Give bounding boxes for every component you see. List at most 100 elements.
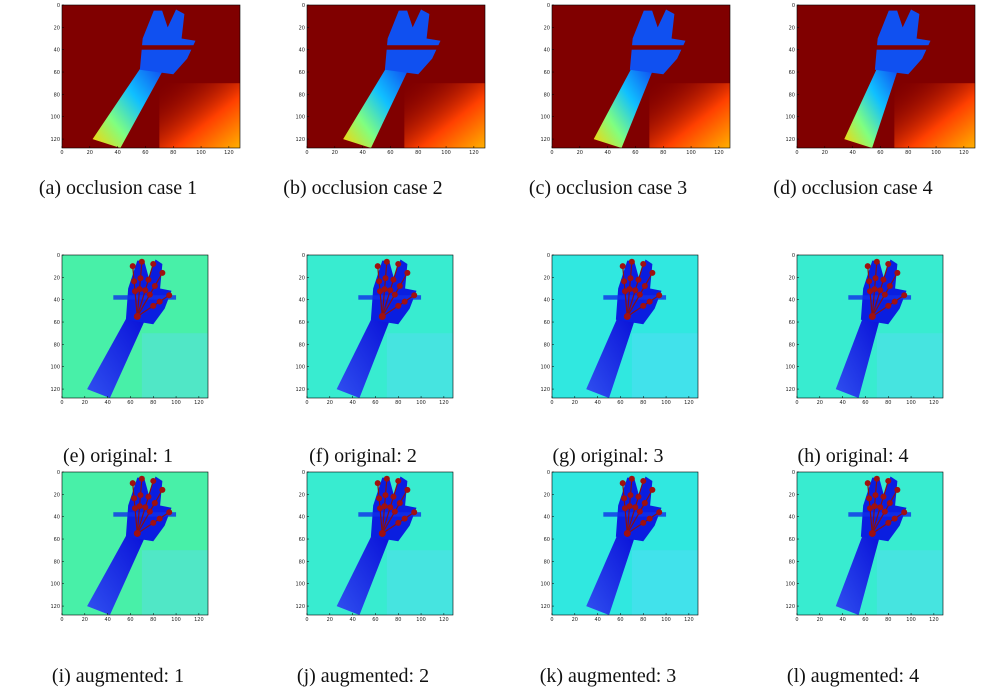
y-tick-label: 60	[299, 70, 305, 76]
skeleton-joint	[145, 494, 151, 500]
skeleton-joint	[877, 287, 883, 293]
skeleton-joint	[131, 495, 137, 501]
y-tick-label: 0	[792, 470, 795, 476]
y-tick-label: 40	[789, 298, 795, 304]
skeleton-joint	[142, 287, 148, 293]
x-tick-label: 40	[104, 617, 110, 623]
x-tick-label: 0	[795, 150, 798, 156]
y-tick-label: 40	[299, 515, 305, 521]
x-tick-label: 40	[349, 617, 355, 623]
x-tick-label: 100	[906, 400, 916, 406]
skeleton-joint	[142, 504, 148, 510]
skeleton-joint	[869, 313, 876, 320]
skeleton-joint	[392, 292, 398, 298]
y-tick-label: 60	[299, 537, 305, 543]
x-tick-label: 0	[550, 150, 553, 156]
skeleton-joint	[395, 261, 401, 267]
x-tick-label: 120	[959, 150, 969, 156]
skeleton-joint	[892, 516, 898, 522]
y-tick-label: 80	[54, 342, 60, 348]
x-tick-label: 40	[349, 400, 355, 406]
depth-floor	[387, 333, 453, 398]
y-tick-label: 20	[54, 492, 60, 498]
skeleton-joint	[382, 492, 388, 498]
skeleton-joint	[382, 286, 388, 292]
x-tick-label: 100	[171, 617, 181, 623]
x-tick-label: 0	[60, 400, 63, 406]
y-tick-label: 100	[295, 582, 305, 588]
skeleton-joint	[865, 480, 871, 486]
skeleton-joint	[159, 487, 165, 493]
y-tick-label: 120	[50, 387, 60, 393]
y-tick-label: 60	[299, 320, 305, 326]
depth-floor	[404, 83, 485, 148]
x-tick-label: 100	[171, 400, 181, 406]
x-tick-label: 0	[305, 150, 308, 156]
depth-floor	[894, 83, 975, 148]
skeleton-joint	[395, 303, 401, 309]
skeleton-joint	[869, 530, 876, 537]
y-tick-label: 60	[54, 70, 60, 76]
x-tick-label: 0	[795, 617, 798, 623]
y-tick-label: 120	[785, 137, 795, 143]
caption: (l) augmented: 4	[787, 665, 919, 687]
panel: 002020404060608080100100120120	[785, 253, 943, 406]
skeleton-joint	[640, 478, 646, 484]
skeleton-joint	[137, 286, 143, 292]
x-tick-label: 20	[572, 400, 578, 406]
skeleton-joint	[872, 503, 878, 509]
caption: (d) occlusion case 4	[773, 177, 932, 199]
skeleton-joint	[635, 277, 641, 283]
skeleton-joint	[874, 259, 880, 265]
skeleton-joint	[642, 283, 648, 289]
skeleton-joint	[656, 509, 662, 515]
x-tick-label: 80	[905, 150, 911, 156]
x-tick-label: 80	[170, 150, 176, 156]
x-tick-label: 40	[114, 150, 120, 156]
caption: (f) original: 2	[309, 445, 417, 467]
skeleton-joint	[865, 263, 871, 269]
skeleton-joint	[139, 259, 145, 265]
x-tick-label: 80	[640, 617, 646, 623]
caption: (i) augmented: 1	[52, 665, 184, 687]
panel: 002020404060608080100100120120	[785, 3, 975, 156]
x-tick-label: 120	[194, 617, 204, 623]
x-tick-label: 0	[795, 400, 798, 406]
skeleton-joint	[877, 504, 883, 510]
skeleton-joint	[620, 480, 626, 486]
x-tick-label: 20	[577, 150, 583, 156]
skeleton-joint	[635, 494, 641, 500]
skeleton-joint	[624, 313, 631, 320]
skeleton-joint	[637, 292, 643, 298]
depth-floor	[649, 83, 730, 148]
y-tick-label: 60	[789, 537, 795, 543]
skeleton-joint	[627, 275, 633, 281]
skeleton-joint	[382, 503, 388, 509]
skeleton-joint	[624, 530, 631, 537]
y-tick-label: 100	[785, 115, 795, 121]
skeleton-joint	[872, 492, 878, 498]
caption: (a) occlusion case 1	[39, 177, 197, 199]
skeleton-joint	[640, 520, 646, 526]
skeleton-joint	[159, 270, 165, 276]
skeleton-joint	[880, 494, 886, 500]
skeleton-joint	[627, 492, 633, 498]
x-tick-label: 100	[931, 150, 941, 156]
skeleton-joint	[397, 283, 403, 289]
panel: 002020404060608080100100120120	[540, 3, 730, 156]
x-tick-label: 40	[839, 400, 845, 406]
x-tick-label: 100	[441, 150, 451, 156]
y-tick-label: 20	[299, 25, 305, 31]
y-tick-label: 100	[785, 582, 795, 588]
depth-floor	[142, 550, 208, 615]
skeleton-joint	[887, 283, 893, 289]
x-tick-label: 20	[327, 617, 333, 623]
y-tick-label: 60	[789, 70, 795, 76]
skeleton-joint	[145, 277, 151, 283]
y-tick-label: 80	[54, 92, 60, 98]
y-tick-label: 120	[540, 137, 550, 143]
x-tick-label: 0	[550, 617, 553, 623]
y-tick-label: 20	[544, 275, 550, 281]
skeleton-joint	[376, 495, 382, 501]
x-tick-label: 20	[822, 150, 828, 156]
